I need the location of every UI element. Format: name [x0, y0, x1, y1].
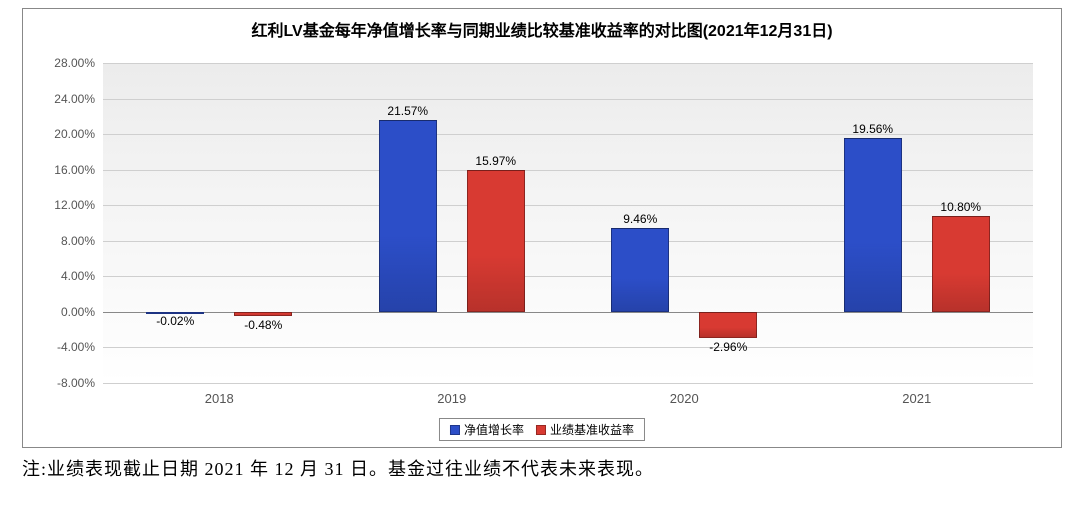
bar-benchmark: [932, 216, 990, 312]
bar-value-label: 21.57%: [387, 104, 428, 118]
chart-title: 红利LV基金每年净值增长率与同期业绩比较基准收益率的对比图(2021年12月31…: [23, 9, 1061, 45]
y-tick-label: -4.00%: [57, 340, 95, 354]
y-tick-label: 8.00%: [61, 234, 95, 248]
y-tick-label: 20.00%: [54, 127, 95, 141]
grid-line: [103, 99, 1033, 100]
legend-swatch-0: [450, 425, 460, 435]
legend: 净值增长率 业绩基准收益率: [439, 418, 645, 441]
bar-nav: [611, 228, 669, 312]
footnote: 注:业绩表现截止日期 2021 年 12 月 31 日。基金过往业绩不代表未来表…: [22, 455, 654, 481]
y-tick-label: -8.00%: [57, 376, 95, 390]
legend-swatch-1: [536, 425, 546, 435]
bar-benchmark: [234, 312, 292, 316]
bar-value-label: -0.02%: [156, 314, 194, 328]
bar-value-label: 15.97%: [475, 154, 516, 168]
bar-nav: [844, 138, 902, 312]
x-tick-label: 2020: [670, 391, 699, 406]
plot-area: -8.00%-4.00%0.00%4.00%8.00%12.00%16.00%2…: [103, 63, 1033, 383]
y-tick-label: 12.00%: [54, 198, 95, 212]
x-tick-label: 2021: [902, 391, 931, 406]
legend-item-nav: 净值增长率: [450, 421, 524, 438]
bar-value-label: -0.48%: [244, 318, 282, 332]
bar-benchmark: [467, 170, 525, 312]
legend-label-1: 业绩基准收益率: [550, 421, 634, 438]
grid-line: [103, 63, 1033, 64]
bar-value-label: 19.56%: [852, 122, 893, 136]
bar-value-label: -2.96%: [709, 340, 747, 354]
grid-line: [103, 383, 1033, 384]
grid-line: [103, 134, 1033, 135]
y-tick-label: 0.00%: [61, 305, 95, 319]
y-tick-label: 4.00%: [61, 269, 95, 283]
y-tick-label: 24.00%: [54, 92, 95, 106]
legend-label-0: 净值增长率: [464, 421, 524, 438]
grid-line: [103, 347, 1033, 348]
y-tick-label: 28.00%: [54, 56, 95, 70]
bar-benchmark: [699, 312, 757, 338]
legend-item-benchmark: 业绩基准收益率: [536, 421, 634, 438]
bar-value-label: 10.80%: [940, 200, 981, 214]
x-tick-label: 2018: [205, 391, 234, 406]
y-tick-label: 16.00%: [54, 163, 95, 177]
x-tick-label: 2019: [437, 391, 466, 406]
chart-container: 红利LV基金每年净值增长率与同期业绩比较基准收益率的对比图(2021年12月31…: [22, 8, 1062, 448]
bar-nav: [379, 120, 437, 312]
bar-value-label: 9.46%: [623, 212, 657, 226]
